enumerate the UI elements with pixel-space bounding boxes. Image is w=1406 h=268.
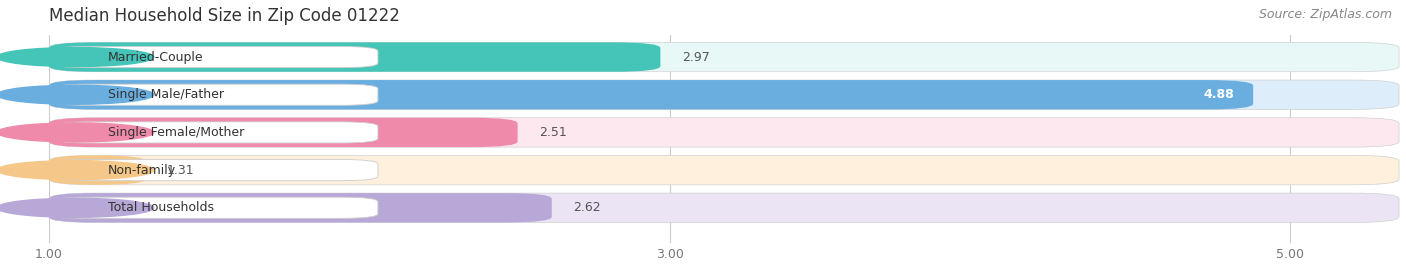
- FancyBboxPatch shape: [49, 118, 517, 147]
- FancyBboxPatch shape: [49, 42, 661, 72]
- FancyBboxPatch shape: [52, 46, 378, 68]
- Circle shape: [0, 123, 153, 142]
- FancyBboxPatch shape: [49, 80, 1253, 109]
- Text: Source: ZipAtlas.com: Source: ZipAtlas.com: [1258, 8, 1392, 21]
- FancyBboxPatch shape: [49, 193, 1399, 222]
- FancyBboxPatch shape: [49, 80, 1399, 109]
- Text: 2.51: 2.51: [540, 126, 567, 139]
- FancyBboxPatch shape: [52, 159, 378, 181]
- Circle shape: [0, 85, 153, 104]
- Text: 2.97: 2.97: [682, 51, 710, 64]
- FancyBboxPatch shape: [49, 118, 1399, 147]
- Circle shape: [0, 47, 153, 66]
- Text: 1.31: 1.31: [167, 163, 194, 177]
- FancyBboxPatch shape: [52, 122, 378, 143]
- Circle shape: [0, 161, 153, 180]
- Text: 4.88: 4.88: [1204, 88, 1234, 101]
- Text: 2.62: 2.62: [574, 201, 602, 214]
- FancyBboxPatch shape: [49, 155, 145, 185]
- Text: Married-Couple: Married-Couple: [108, 51, 204, 64]
- FancyBboxPatch shape: [49, 193, 551, 222]
- Circle shape: [0, 198, 153, 217]
- Text: Single Female/Mother: Single Female/Mother: [108, 126, 245, 139]
- FancyBboxPatch shape: [49, 155, 1399, 185]
- Text: Total Households: Total Households: [108, 201, 214, 214]
- FancyBboxPatch shape: [49, 42, 1399, 72]
- Text: Median Household Size in Zip Code 01222: Median Household Size in Zip Code 01222: [49, 7, 399, 25]
- FancyBboxPatch shape: [52, 84, 378, 105]
- FancyBboxPatch shape: [52, 197, 378, 218]
- Text: Single Male/Father: Single Male/Father: [108, 88, 224, 101]
- Text: Non-family: Non-family: [108, 163, 176, 177]
